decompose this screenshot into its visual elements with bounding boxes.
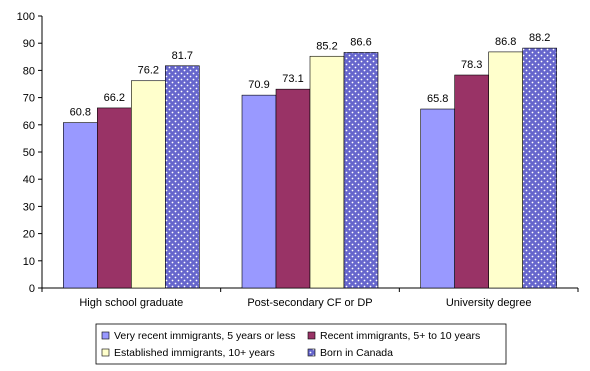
x-tick-label: Post-secondary CF or DP <box>247 297 372 309</box>
bar <box>165 65 200 289</box>
legend-label: Very recent immigrants, 5 years or less <box>114 330 295 342</box>
legend-swatch <box>101 348 110 357</box>
bar <box>488 51 523 289</box>
data-label: 78.3 <box>461 59 482 71</box>
bar <box>309 55 345 289</box>
bar <box>275 88 311 289</box>
legend-box <box>95 323 507 365</box>
legend-swatch <box>307 348 316 357</box>
data-label: 65.8 <box>427 93 448 105</box>
bar <box>343 52 379 289</box>
legend-swatch <box>307 331 316 340</box>
y-tick-label: 50 <box>23 147 35 159</box>
bar <box>420 108 455 289</box>
x-tick-label: High school graduate <box>79 297 183 309</box>
y-tick-label: 10 <box>23 256 35 268</box>
data-label: 70.9 <box>248 79 269 91</box>
y-tick-label: 90 <box>23 38 35 50</box>
bar <box>241 94 277 289</box>
y-tick-label: 40 <box>23 174 35 186</box>
y-tick-label: 30 <box>23 201 35 213</box>
bar <box>97 107 132 289</box>
data-label: 81.7 <box>172 50 193 62</box>
bars <box>63 47 557 289</box>
data-label: 86.8 <box>495 36 516 48</box>
y-tick-label: 20 <box>23 229 35 241</box>
bar <box>522 47 557 289</box>
data-labels: 60.8 66.2 76.2 81.7 70.9 73.1 85.2 86.6 65.8 78.3… <box>70 32 551 119</box>
data-label: 88.2 <box>529 32 550 44</box>
legend-swatch <box>101 331 110 340</box>
legend: Very recent immigrants, 5 years or less R… <box>95 323 507 365</box>
bar <box>454 74 489 289</box>
legend-label: Established immigrants, 10+ years <box>114 347 275 359</box>
y-tick-label: 60 <box>23 120 35 132</box>
bar <box>63 122 98 289</box>
bar <box>131 80 166 289</box>
legend-label: Born in Canada <box>320 347 393 359</box>
legend-label: Recent immigrants, 5+ to 10 years <box>320 330 480 342</box>
data-label: 66.2 <box>104 92 125 104</box>
y-tick-label: 0 <box>29 283 35 295</box>
data-label: 76.2 <box>138 65 159 77</box>
data-label: 86.6 <box>350 36 371 48</box>
data-label: 85.2 <box>316 40 337 52</box>
y-tick-label: 100 <box>17 11 35 23</box>
data-label: 60.8 <box>70 107 91 119</box>
x-tick-label: University degree <box>446 297 532 309</box>
data-label: 73.1 <box>282 73 303 85</box>
y-tick-label: 80 <box>23 65 35 77</box>
y-tick-label: 70 <box>23 93 35 105</box>
